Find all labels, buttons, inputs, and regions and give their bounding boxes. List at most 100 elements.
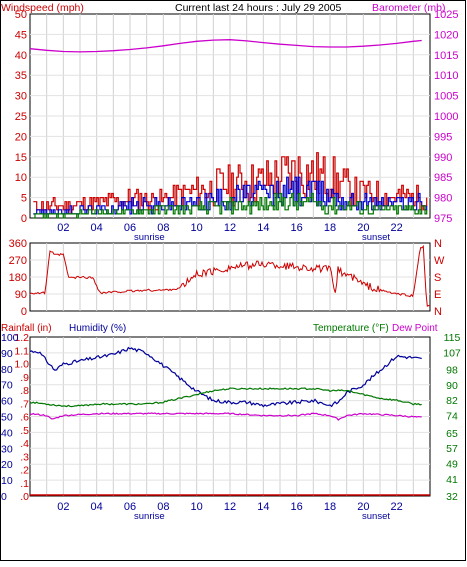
baro-y-tick-1025: 1025 xyxy=(434,9,458,21)
x-tick-top-14: 14 xyxy=(257,222,269,234)
x-tick-bottom-14: 14 xyxy=(257,501,269,513)
dewpoint-axis-label: Dew Point xyxy=(392,323,438,334)
rain-y-tick-.8: .8 xyxy=(20,385,29,397)
x-tick-bottom-06: 06 xyxy=(124,501,136,513)
series-dewpoint xyxy=(29,412,422,421)
dir-y-tick-360: 360 xyxy=(9,238,27,250)
temp-y-tick-41: 41 xyxy=(446,474,458,486)
dir-label-3: E xyxy=(434,289,441,301)
hum-y-tick-40: 40 xyxy=(1,427,13,439)
x-tick-bottom-22: 22 xyxy=(391,501,403,513)
rain-y-tick-1.0: 1.0 xyxy=(14,359,29,371)
hum-y-tick-10: 10 xyxy=(1,475,13,487)
hum-y-tick-60: 60 xyxy=(1,396,13,408)
baro-y-tick-1020: 1020 xyxy=(434,29,458,41)
baro-y-tick-1015: 1015 xyxy=(434,50,458,62)
temp-y-tick-107: 107 xyxy=(443,347,461,359)
x-tick-bottom-18: 18 xyxy=(324,501,336,513)
chart-title: Current last 24 hours : July 29 2005 xyxy=(175,2,342,14)
wind-y-tick-0: 0 xyxy=(21,213,27,225)
temp-y-tick-65: 65 xyxy=(446,428,458,440)
wind-y-tick-10: 10 xyxy=(15,172,27,184)
series-layer xyxy=(29,39,431,496)
x-tick-top-08: 08 xyxy=(157,222,169,234)
x-tick-bottom-12: 12 xyxy=(224,501,236,513)
humidity-axis-label: Humidity (%) xyxy=(69,323,126,334)
dir-y-tick-270: 270 xyxy=(9,255,27,267)
baro-y-tick-985: 985 xyxy=(434,172,452,184)
wind-y-tick-20: 20 xyxy=(15,131,27,143)
baro-y-tick-975: 975 xyxy=(434,213,452,225)
rain-y-tick-.1: .1 xyxy=(20,478,29,490)
dir-y-tick-0: 0 xyxy=(21,306,27,318)
wind-y-tick-5: 5 xyxy=(21,193,27,205)
temp-y-tick-32: 32 xyxy=(446,491,458,503)
temp-y-tick-82: 82 xyxy=(446,395,458,407)
series-barometer xyxy=(29,39,422,53)
x-tick-top-06: 06 xyxy=(124,222,136,234)
baro-y-tick-1000: 1000 xyxy=(434,111,458,123)
sunset-label-top: sunset xyxy=(362,232,390,243)
sunrise-label-top: sunrise xyxy=(134,232,165,243)
series-wind_low xyxy=(33,192,428,219)
rain-y-tick-.7: .7 xyxy=(20,398,29,410)
dir-label-2: S xyxy=(434,272,441,284)
series-temperature xyxy=(29,387,422,408)
temp-y-tick-49: 49 xyxy=(446,458,458,470)
temperature-axis-label: Temperature (°F) xyxy=(313,323,389,334)
x-tick-top-04: 04 xyxy=(91,222,103,234)
wind-y-tick-40: 40 xyxy=(15,50,27,62)
dir-y-tick-90: 90 xyxy=(15,289,27,301)
baro-y-tick-980: 980 xyxy=(434,193,452,205)
dir-label-4: N xyxy=(434,306,442,318)
x-tick-top-22: 22 xyxy=(391,222,403,234)
hum-y-tick-80: 80 xyxy=(1,364,13,376)
x-tick-bottom-10: 10 xyxy=(191,501,203,513)
x-tick-top-12: 12 xyxy=(224,222,236,234)
hum-y-tick-0: 0 xyxy=(1,491,7,503)
rain-y-tick-.5: .5 xyxy=(20,425,29,437)
temp-y-tick-74: 74 xyxy=(446,411,458,423)
rain-y-tick-.9: .9 xyxy=(20,372,29,384)
temp-y-tick-90: 90 xyxy=(446,380,458,392)
wind-y-tick-35: 35 xyxy=(15,70,27,82)
baro-y-tick-1005: 1005 xyxy=(434,91,458,103)
x-tick-bottom-04: 04 xyxy=(91,501,103,513)
rain-y-tick-1.1: 1.1 xyxy=(14,345,29,357)
wind-y-tick-45: 45 xyxy=(15,29,27,41)
rain-y-tick-1.2: 1.2 xyxy=(14,332,29,344)
sunset-label-bottom: sunset xyxy=(362,511,390,522)
hum-y-tick-90: 90 xyxy=(1,348,13,360)
hum-y-tick-50: 50 xyxy=(1,412,13,424)
rain-y-tick-.6: .6 xyxy=(20,412,29,424)
series-wind_avg xyxy=(33,176,428,215)
baro-y-tick-1010: 1010 xyxy=(434,70,458,82)
temp-y-tick-57: 57 xyxy=(446,443,458,455)
x-tick-top-02: 02 xyxy=(57,222,69,234)
hum-y-tick-30: 30 xyxy=(1,443,13,455)
dir-label-1: W xyxy=(434,255,445,267)
baro-y-tick-990: 990 xyxy=(434,152,452,164)
axis-layer: 0202040406060808101012121414161618182020… xyxy=(1,9,461,513)
rain-y-tick-.4: .4 xyxy=(20,438,29,450)
x-tick-bottom-08: 08 xyxy=(157,501,169,513)
rain-y-tick-.2: .2 xyxy=(20,465,29,477)
temp-y-tick-115: 115 xyxy=(444,332,461,344)
windspeed-axis-label: Windspeed (mph) xyxy=(1,2,84,14)
hum-y-tick-70: 70 xyxy=(1,380,13,392)
hum-y-tick-20: 20 xyxy=(1,459,13,471)
wind-y-tick-25: 25 xyxy=(15,111,27,123)
baro-y-tick-995: 995 xyxy=(434,131,452,143)
temp-y-tick-98: 98 xyxy=(446,365,458,377)
dir-label-0: N xyxy=(434,238,442,250)
dir-y-tick-180: 180 xyxy=(9,272,27,284)
x-tick-top-10: 10 xyxy=(191,222,203,234)
rain-y-tick-.3: .3 xyxy=(20,451,29,463)
x-tick-bottom-16: 16 xyxy=(291,501,303,513)
rainfall-axis-label: Rainfall (in) xyxy=(1,323,52,334)
x-tick-top-16: 16 xyxy=(291,222,303,234)
barometer-axis-label: Barometer (mb) xyxy=(372,2,446,14)
